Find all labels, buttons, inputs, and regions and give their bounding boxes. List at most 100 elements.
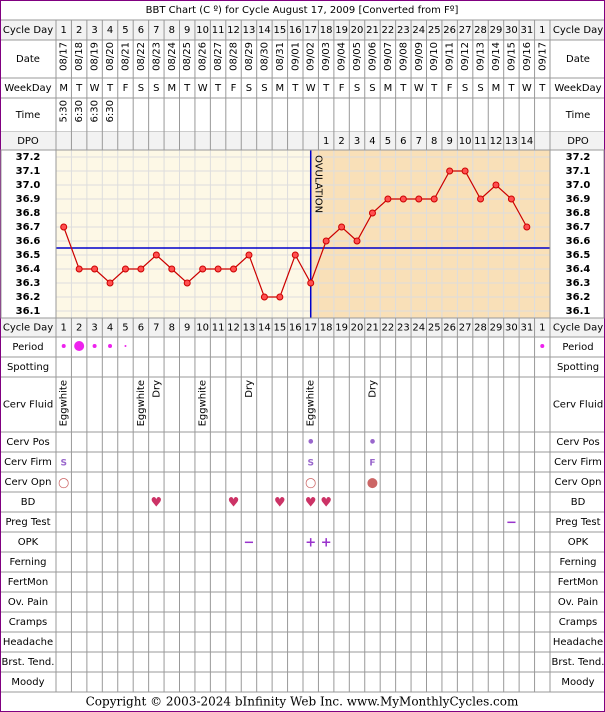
cycle-day: 21 [366, 323, 379, 334]
temperature-point [492, 181, 500, 189]
weekday: T [430, 83, 438, 94]
temperature-point [260, 293, 268, 301]
cell-symbol: • [307, 436, 315, 451]
cycle-day: 16 [289, 323, 302, 334]
date: 08/26 [198, 42, 209, 71]
dpo: 8 [431, 136, 437, 147]
row-label: Cycle Day [3, 323, 53, 334]
row-label: Cerv Firm [4, 457, 52, 468]
row-label: Preg Test [5, 517, 50, 528]
cycle-day: 1 [61, 25, 67, 36]
cycle-day: 15 [273, 323, 286, 334]
cell-text: Dry [367, 380, 378, 398]
date: 09/04 [337, 42, 348, 71]
date: 08/23 [151, 42, 162, 71]
temperature-point [307, 279, 315, 287]
y-tick-label: 36.3 [566, 278, 591, 289]
cycle-day: 27 [459, 25, 472, 36]
temperature-point [446, 167, 454, 175]
row-label: WeekDay [554, 83, 601, 94]
cell-symbol: S [60, 459, 66, 469]
cycle-day: 14 [258, 25, 271, 36]
weekday: M [492, 83, 501, 94]
cycle-day: 29 [490, 323, 503, 334]
date: 08/28 [229, 42, 240, 71]
row-label: Brst. Tend. [2, 657, 55, 668]
weekday: M [59, 83, 68, 94]
row-label: Ov. Pain [8, 597, 48, 608]
temperature-point [399, 195, 407, 203]
cycle-day: 1 [539, 25, 545, 36]
date: 09/11 [445, 42, 456, 71]
date: 09/07 [383, 42, 394, 71]
row-label: Cerv Fluid [553, 400, 603, 411]
row-label: Ov. Pain [558, 597, 598, 608]
row-label: Cycle Day [553, 25, 603, 36]
row-label: Moody [561, 677, 594, 688]
date: 09/06 [367, 42, 378, 71]
cycle-day: 30 [505, 25, 518, 36]
y-tick-label: 36.6 [16, 236, 41, 247]
temperature-point [353, 237, 361, 245]
cell-symbol: ♥ [320, 496, 332, 511]
date: 09/09 [414, 42, 425, 71]
temperature-point [384, 195, 392, 203]
weekday: W [414, 83, 424, 94]
cycle-day: 6 [138, 25, 144, 36]
period-mark [108, 344, 113, 348]
weekday: M [167, 83, 176, 94]
row-label: Cramps [559, 617, 598, 628]
y-tick-label: 36.9 [566, 194, 591, 205]
date: 09/02 [306, 42, 317, 71]
post-ovulation-area [310, 150, 550, 318]
weekday: S [261, 83, 267, 94]
temperature-point [523, 223, 531, 231]
cell-text: Dry [151, 380, 162, 398]
cycle-day: 20 [351, 25, 364, 36]
weekday: W [198, 83, 208, 94]
weekday: S [138, 83, 144, 94]
cell-text: Dry [244, 380, 255, 398]
dpo: 6 [400, 136, 406, 147]
cycle-day: 18 [320, 25, 333, 36]
cycle-day: 7 [153, 323, 159, 334]
y-tick-label: 36.5 [16, 250, 41, 261]
y-tick-label: 36.8 [566, 208, 591, 219]
y-tick-label: 36.6 [566, 236, 591, 247]
date: 08/31 [275, 42, 286, 71]
row-label: BD [571, 497, 586, 508]
cycle-day: 1 [61, 323, 67, 334]
cell-symbol: • [368, 436, 376, 451]
date: 09/13 [476, 42, 487, 71]
temperature-point [507, 195, 515, 203]
row-label: Period [12, 342, 43, 353]
row-label: Cycle Day [553, 323, 603, 334]
temperature-point [183, 279, 191, 287]
row-label: FertMon [558, 577, 598, 588]
row-label: Ferning [9, 557, 46, 568]
cell-text: Eggwhite [136, 380, 147, 426]
cycle-day: 2 [76, 25, 82, 36]
row-label: DPO [17, 136, 39, 147]
row-label: WeekDay [4, 83, 51, 94]
cycle-day: 19 [335, 25, 348, 36]
date: 08/21 [120, 42, 131, 71]
cycle-day: 26 [443, 25, 456, 36]
weekday: F [123, 83, 129, 94]
cycle-day: 12 [227, 25, 240, 36]
temperature-point [322, 237, 330, 245]
time: 6:30 [90, 100, 101, 122]
temperature-point [199, 265, 207, 273]
dpo: 9 [446, 136, 452, 147]
row-label: Ferning [559, 557, 596, 568]
weekday: T [399, 83, 407, 94]
cycle-day: 22 [382, 323, 395, 334]
cycle-day: 5 [122, 25, 128, 36]
weekday: T [75, 83, 83, 94]
row-label: Spotting [7, 362, 49, 373]
row-label: Date [566, 54, 590, 65]
y-tick-label: 37.1 [16, 166, 41, 177]
date: 09/12 [460, 42, 471, 71]
y-tick-label: 36.2 [566, 292, 591, 303]
